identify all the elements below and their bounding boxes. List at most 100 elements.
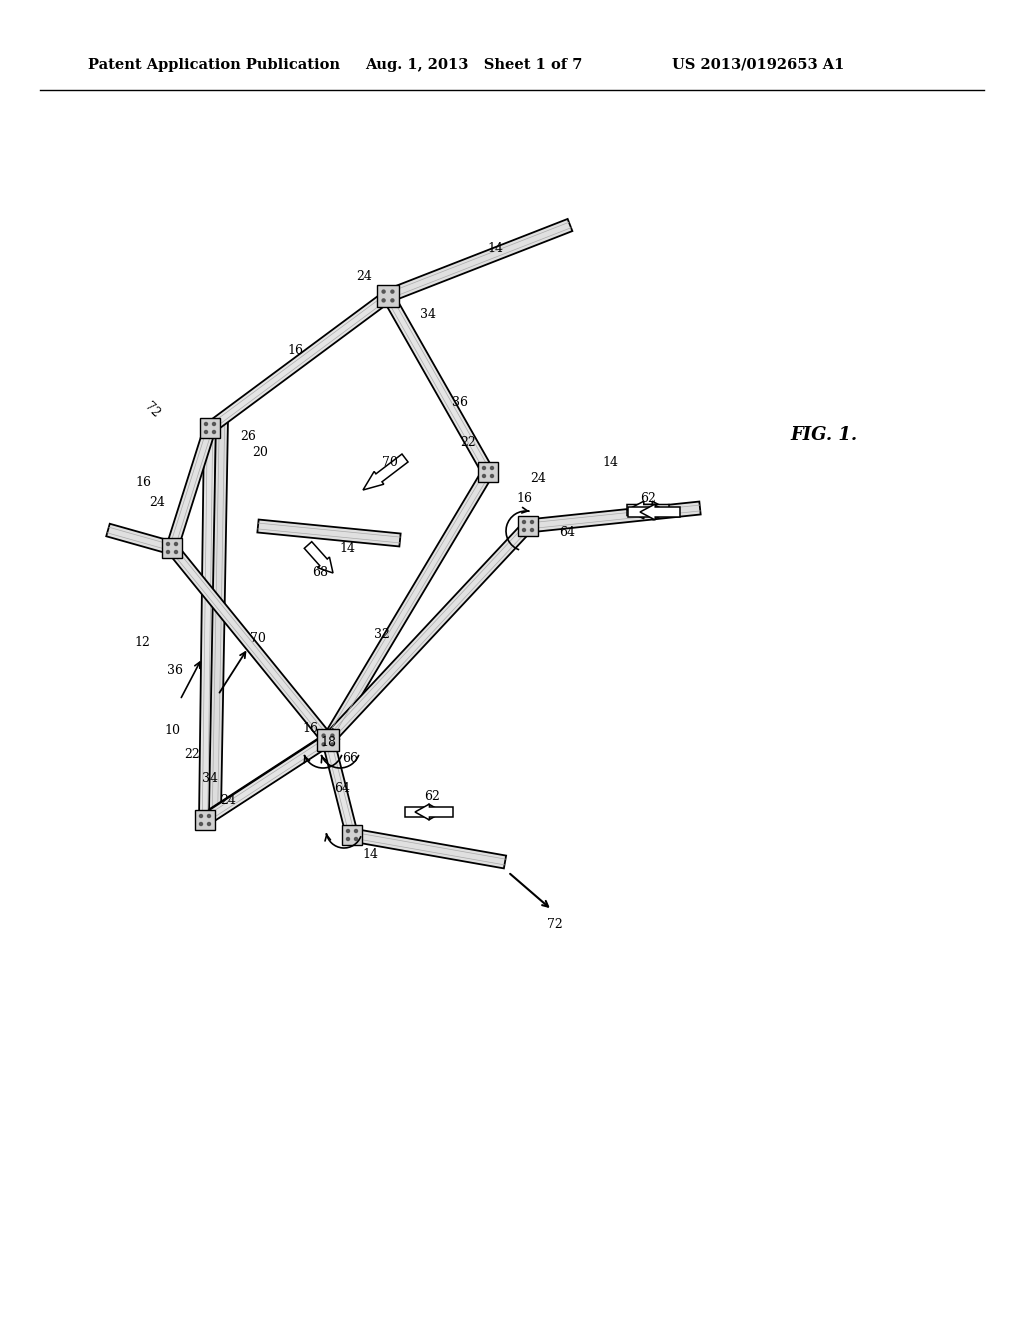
Text: 70: 70 [382,455,398,469]
Polygon shape [351,829,506,869]
Circle shape [354,837,357,841]
Text: Aug. 1, 2013   Sheet 1 of 7: Aug. 1, 2013 Sheet 1 of 7 [365,58,583,73]
Text: 24: 24 [530,471,546,484]
Bar [195,810,215,830]
Polygon shape [199,428,216,820]
Text: 24: 24 [356,269,372,282]
Circle shape [346,837,349,841]
Polygon shape [166,426,216,550]
Bar [377,285,399,308]
Text: 12: 12 [134,635,150,648]
Text: 14: 14 [362,849,378,862]
Text: 10: 10 [164,723,180,737]
Circle shape [490,466,494,470]
Text: FIG. 1.: FIG. 1. [790,426,857,444]
Text: 22: 22 [184,748,200,762]
Text: 64: 64 [559,525,575,539]
Text: 16: 16 [516,491,532,504]
Circle shape [522,520,525,524]
Text: 68: 68 [312,565,328,578]
Text: 66: 66 [342,751,358,764]
Circle shape [213,430,215,433]
Circle shape [167,543,170,545]
Circle shape [200,814,203,817]
Circle shape [167,550,170,553]
Polygon shape [106,524,174,554]
Polygon shape [527,502,700,532]
Circle shape [391,290,394,293]
FancyArrow shape [627,502,669,519]
Polygon shape [167,544,333,743]
Text: 72: 72 [547,919,563,932]
Text: 64: 64 [334,781,350,795]
Text: 14: 14 [487,242,503,255]
Circle shape [208,814,211,817]
Text: 20: 20 [252,446,268,459]
Circle shape [174,543,177,545]
Text: Patent Application Publication: Patent Application Publication [88,58,340,73]
Polygon shape [207,292,391,433]
Circle shape [205,430,208,433]
FancyArrow shape [627,502,669,519]
FancyArrow shape [415,804,453,820]
Circle shape [205,422,208,425]
Text: 34: 34 [420,308,436,321]
Text: 24: 24 [150,495,165,508]
Text: 18: 18 [319,735,336,748]
Polygon shape [383,293,494,475]
Circle shape [323,743,325,746]
Text: 70: 70 [250,631,266,644]
Text: 14: 14 [602,455,618,469]
Circle shape [382,290,385,293]
Text: 32: 32 [374,628,390,642]
Circle shape [490,474,494,478]
Polygon shape [324,521,532,744]
Bar [342,825,362,845]
Text: 34: 34 [202,771,218,784]
Text: 22: 22 [460,436,476,449]
Text: 16: 16 [135,475,151,488]
Polygon shape [210,729,339,818]
Circle shape [482,474,485,478]
Bar [478,462,498,482]
Text: 16: 16 [287,343,303,356]
Circle shape [174,550,177,553]
Text: 14: 14 [339,541,355,554]
Polygon shape [209,420,228,812]
Text: 72: 72 [142,400,162,420]
Bar [518,516,538,536]
Text: 62: 62 [424,789,440,803]
Circle shape [200,822,203,825]
Polygon shape [323,738,357,837]
Text: 16: 16 [302,722,318,734]
Circle shape [331,734,334,737]
Bar [162,539,182,558]
Circle shape [213,422,215,425]
Bar [317,729,339,751]
Circle shape [391,298,394,302]
FancyArrow shape [640,504,680,520]
Circle shape [346,829,349,833]
Text: 36: 36 [167,664,183,676]
Circle shape [482,466,485,470]
Text: 26: 26 [240,430,256,444]
Text: US 2013/0192653 A1: US 2013/0192653 A1 [672,58,845,73]
FancyArrow shape [406,804,443,820]
Circle shape [382,298,385,302]
Text: 62: 62 [640,491,656,504]
FancyArrow shape [304,541,333,573]
Circle shape [530,520,534,524]
Circle shape [522,528,525,532]
Circle shape [323,734,325,737]
Circle shape [530,528,534,532]
Text: 36: 36 [452,396,468,408]
Circle shape [331,743,334,746]
Circle shape [354,829,357,833]
Polygon shape [202,735,332,825]
Text: 24: 24 [220,793,236,807]
Bar [200,418,220,438]
FancyArrow shape [362,454,408,490]
Circle shape [208,822,211,825]
Polygon shape [323,469,494,743]
Polygon shape [257,520,400,546]
